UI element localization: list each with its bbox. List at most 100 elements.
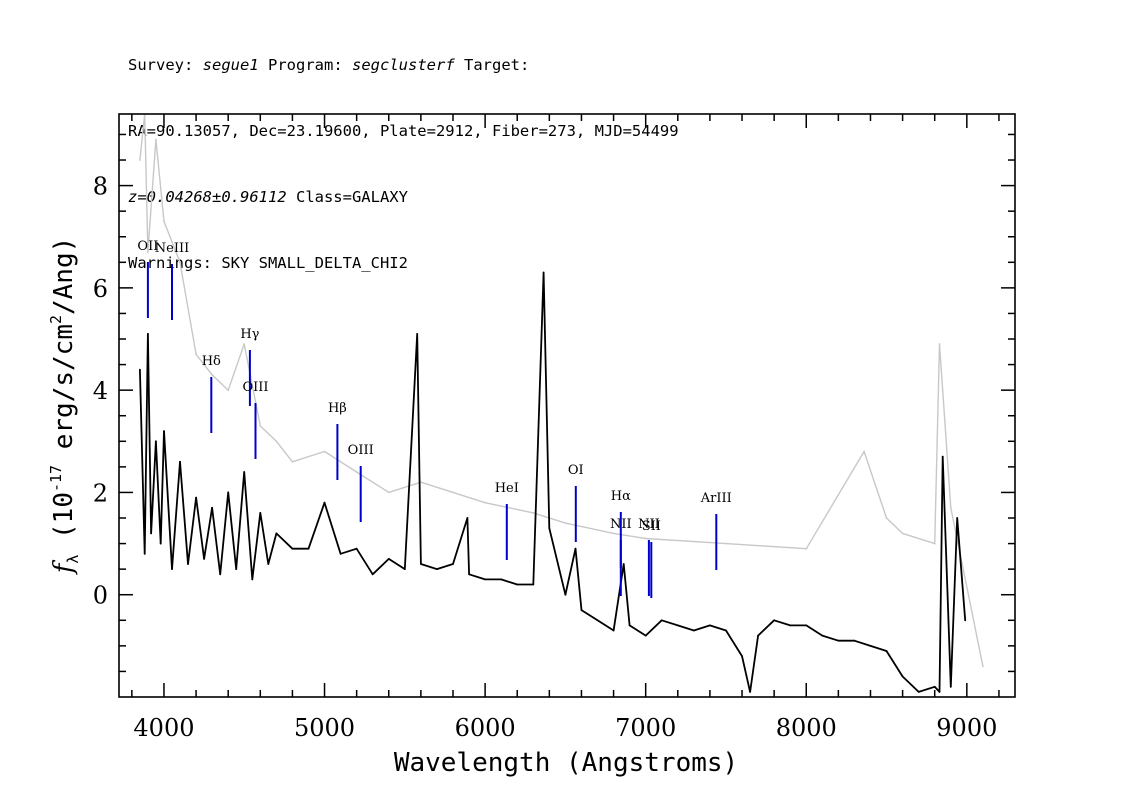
flux-point [917, 691, 920, 693]
error-point [291, 460, 294, 463]
error-point [139, 159, 141, 161]
flux-point [789, 624, 792, 627]
flux-point [416, 333, 419, 335]
flux-point [741, 655, 743, 657]
flux-point [171, 568, 173, 570]
flux-point [757, 634, 759, 637]
flux-point [436, 568, 438, 570]
x-axis-label: Wavelength (Angstroms) [394, 748, 738, 778]
flux-point [628, 624, 631, 627]
flux-point [371, 573, 374, 576]
flux-point [155, 440, 157, 443]
flux-series-line [139, 271, 967, 693]
flux-point [468, 573, 470, 576]
error-point [147, 251, 149, 254]
flux-point [500, 578, 503, 581]
flux-point [821, 634, 824, 637]
flux-point [159, 542, 162, 545]
flux-point [853, 639, 856, 642]
flux-point [725, 629, 727, 632]
flux-point [596, 619, 599, 622]
error-series [139, 114, 984, 668]
emission-line-label: HeI [495, 481, 519, 496]
flux-point [163, 430, 165, 432]
flux-point [949, 685, 952, 688]
flux-point [275, 532, 278, 535]
error-point [805, 547, 808, 550]
flux-point [532, 583, 535, 586]
flux-point [150, 532, 153, 535]
flux-point [773, 619, 775, 622]
flux-point [203, 558, 206, 560]
flux-point [291, 547, 294, 550]
flux-point [267, 563, 270, 565]
emission-line-label: OIII [242, 380, 268, 395]
error-series-line [139, 114, 984, 667]
header-line-coordinates: RA=90.13057, Dec=23.19600, Plate=2912, F… [128, 122, 679, 140]
emission-line-markers: OIINeIIIHδHγOIIIHβOIIIHeIOINIIHαNIISIIAr… [137, 239, 732, 598]
emission-line-label: Hβ [328, 401, 347, 416]
x-tick-label: 6000 [455, 714, 516, 742]
flux-point [644, 634, 647, 637]
flux-point [143, 552, 146, 555]
emission-line-label: SII [642, 519, 661, 534]
flux-point [693, 629, 695, 632]
flux-point [805, 624, 808, 627]
error-point [982, 665, 984, 668]
error-point [179, 261, 181, 264]
y-tick-labels: 0 2 4 6 8 [93, 173, 108, 610]
x-tick-label: 7000 [615, 714, 676, 742]
flux-point [516, 583, 519, 586]
flux-point [885, 650, 888, 652]
flux-point [869, 645, 872, 647]
flux-point [676, 624, 679, 627]
error-point [243, 343, 246, 345]
y-tick-label: 4 [93, 377, 108, 405]
emission-line-label: Hα [611, 489, 631, 504]
flux-point [964, 619, 967, 622]
flux-point [938, 691, 941, 693]
flux-point [749, 691, 751, 693]
target-label: Target: [464, 56, 530, 74]
flux-point [259, 512, 262, 514]
error-point [933, 542, 936, 545]
error-point [387, 491, 390, 494]
emission-line-label: OIII [348, 443, 374, 458]
flux-point [580, 609, 583, 611]
flux-point [179, 460, 181, 463]
flux-point [403, 568, 406, 570]
error-point [644, 537, 647, 540]
flux-point [139, 368, 141, 371]
flux-point [147, 333, 149, 335]
flux-point [933, 685, 936, 688]
flux-point [901, 675, 904, 678]
error-point [195, 353, 198, 356]
axis-ticks [119, 114, 1015, 697]
flux-point [660, 619, 663, 622]
x-tick-label: 5000 [294, 714, 355, 742]
error-point [564, 522, 567, 524]
error-point [484, 501, 486, 504]
flux-point [219, 573, 222, 576]
flux-series [139, 271, 967, 693]
flux-point [452, 563, 454, 565]
error-point [452, 491, 454, 494]
flux-point [574, 547, 577, 550]
flux-point [622, 563, 625, 565]
flux-point [612, 629, 615, 632]
y-axis-label: fλ (10-17 erg/s/cm2/Ang) [47, 237, 82, 576]
survey-value: segue1 [202, 56, 259, 74]
emission-line-label: OII [137, 239, 158, 254]
error-point [612, 532, 615, 535]
flux-point [956, 517, 959, 519]
flux-point [339, 552, 342, 555]
emission-line-label: OI [568, 463, 584, 478]
error-point [938, 343, 941, 345]
emission-line-label: NeIII [155, 241, 189, 256]
flux-point [187, 563, 189, 565]
error-point [725, 542, 727, 545]
program-value: segclusterf [352, 56, 455, 74]
error-point [211, 373, 214, 376]
redshift-value: z=0.04268±0.96112 [128, 188, 287, 206]
